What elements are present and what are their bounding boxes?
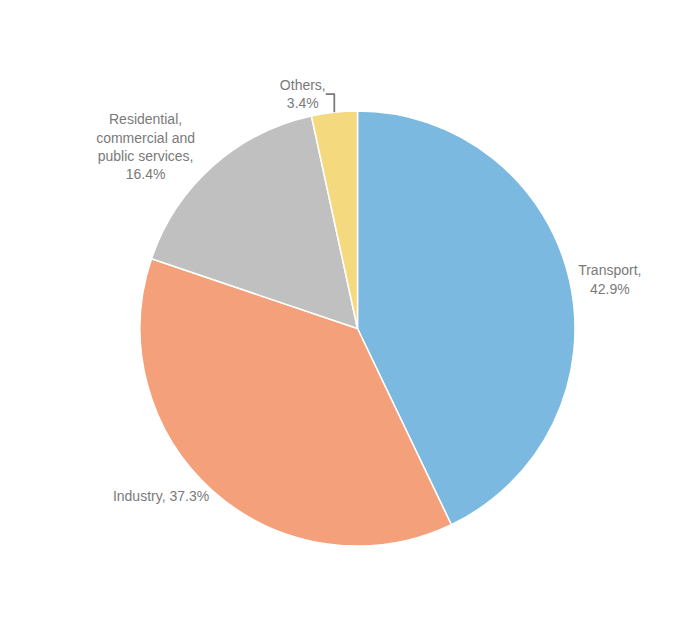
svg-text:Residential,commercial andpubl: Residential,commercial andpublic service… <box>96 111 195 182</box>
svg-text:Others,3.4%: Others,3.4% <box>280 77 326 111</box>
svg-text:Transport,42.9%: Transport,42.9% <box>578 262 641 296</box>
svg-text:Industry, 37.3%: Industry, 37.3% <box>113 488 209 504</box>
